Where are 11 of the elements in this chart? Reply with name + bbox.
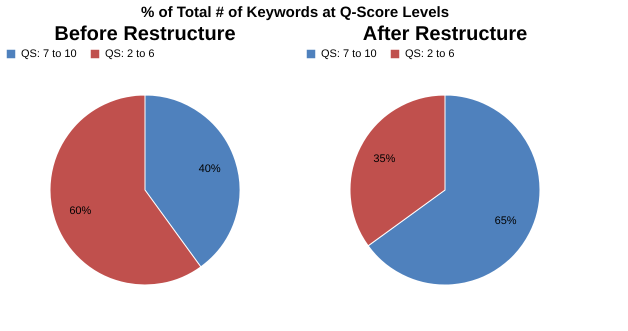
- data-label: 65%: [494, 214, 517, 227]
- legend-label: QS: 2 to 6: [105, 48, 155, 60]
- legend-label: QS: 2 to 6: [405, 48, 455, 60]
- chart-title: Before Restructure: [54, 23, 236, 45]
- legend-label: QS: 7 to 10: [321, 48, 377, 60]
- text: % of Total # of Keywords at Q-Score Levels: [140, 4, 450, 21]
- data-label: 35%: [373, 153, 396, 166]
- data-label: 60%: [69, 205, 92, 218]
- legend-label: QS: 7 to 10: [21, 48, 77, 60]
- data-label: 40%: [198, 162, 221, 175]
- chart-title: After Restructure: [362, 23, 528, 45]
